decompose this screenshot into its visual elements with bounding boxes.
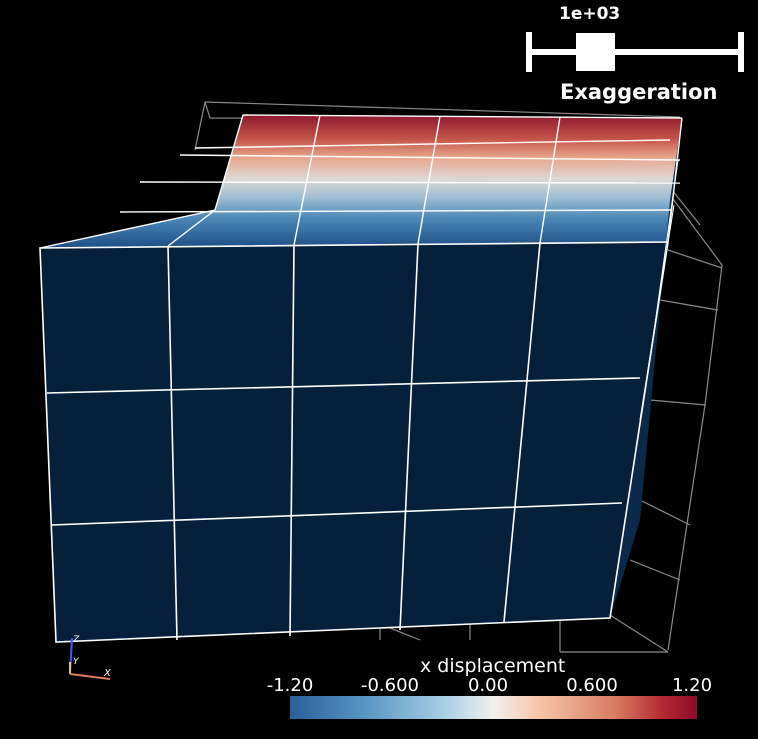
front-face-grid: [39, 241, 669, 643]
slider-handle[interactable]: [576, 33, 615, 71]
y-axis-label: Y: [73, 657, 80, 667]
colorbar-tick-label: -1.20: [266, 675, 314, 696]
mesh-top-face: [40, 115, 682, 248]
slider-track[interactable]: [526, 49, 744, 55]
right-face-edges: [609, 159, 679, 619]
orientation-axes: Z Y X: [69, 635, 112, 680]
colorbar-tick-label: 1.20: [671, 675, 713, 696]
exaggeration-slider[interactable]: [526, 30, 744, 74]
slider-value-label: 1e+03: [559, 4, 621, 24]
x-axis-icon: [69, 673, 111, 680]
colorbar-tick-label: 0.00: [467, 675, 509, 696]
colorbar-title: x displacement: [420, 655, 566, 677]
z-axis-label: Z: [72, 635, 80, 645]
mesh-right-face: [610, 118, 682, 618]
slider-right-cap[interactable]: [738, 32, 744, 72]
top-face-grid: [39, 114, 683, 249]
x-axis-label: X: [103, 668, 112, 679]
mesh-front-face: [40, 242, 668, 642]
colorbar: [290, 696, 697, 719]
slider-title: Exaggeration: [560, 80, 718, 104]
colorbar-tick-label: -0.600: [360, 675, 420, 696]
colorbar-tick-label: 0.600: [566, 675, 618, 696]
